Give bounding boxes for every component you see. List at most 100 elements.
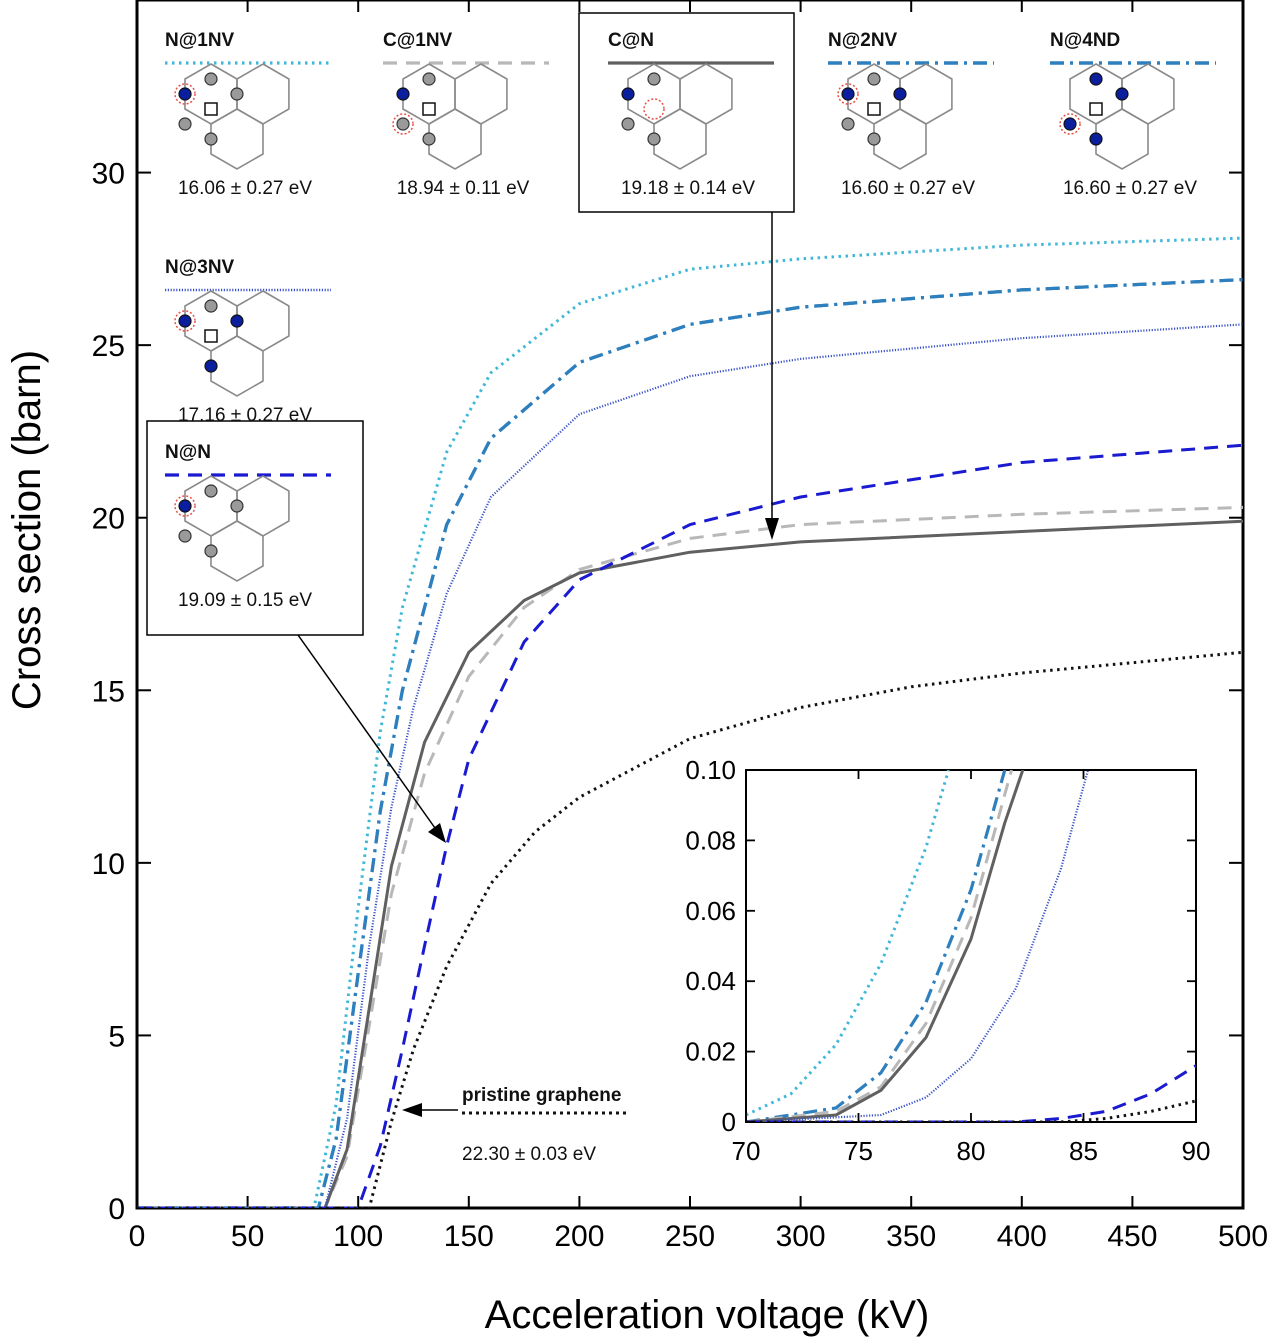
x-tick-label: 300: [776, 1220, 826, 1253]
nitrogen-atom: [1115, 87, 1129, 101]
structure-diagram-n-at-2nv: [837, 63, 953, 170]
displaced-atom-halo: [1059, 113, 1081, 135]
series-line-n-at-1nv: [137, 236, 1243, 1208]
legend-item-name: N@4ND: [1050, 30, 1120, 51]
pristine-label: pristine graphene: [462, 1085, 621, 1106]
hexagon-ring: [454, 63, 508, 125]
displaced-atom-halo: [837, 83, 859, 105]
legend-item-n-at-1nv: N@1NV 16.06 ± 0.27 eV: [165, 30, 331, 199]
displaced-atom-halo: [643, 98, 665, 120]
vacancy-marker: [204, 102, 218, 116]
nitrogen-atom: [230, 314, 244, 328]
legend-item-energy: 18.94 ± 0.11 eV: [397, 178, 530, 199]
series-line-c-at-1nv: [137, 505, 1243, 1208]
series-line-pristine-graphene: [137, 650, 1243, 1208]
main-curves: [137, 236, 1243, 1208]
n-at-n-arrowhead: [428, 823, 446, 843]
x-tick-label: 150: [444, 1220, 494, 1253]
carbon-atom: [647, 132, 661, 146]
carbon-atom: [204, 132, 218, 146]
series-line-c-at-n: [137, 519, 1243, 1208]
nitrogen-atom: [1089, 132, 1103, 146]
inset-x-tick-label: 75: [844, 1136, 873, 1166]
carbon-atom: [178, 117, 192, 131]
inset-frame: [745, 769, 1197, 1123]
series-line-n-at-n: [137, 443, 1243, 1208]
legend-frame-n-at-n: [146, 420, 364, 636]
inset-series-line-n-at-n: [746, 1064, 1196, 1122]
legend-item-name: N@2NV: [828, 30, 898, 51]
legend-item-n-at-3nv: N@3NV 17.16 ± 0.27 eV: [165, 257, 331, 426]
nitrogen-atom: [621, 87, 635, 101]
nitrogen-atom: [204, 359, 218, 373]
y-tick-label: 20: [92, 503, 125, 536]
legend-item-name: N@N: [165, 442, 211, 463]
nitrogen-atom: [178, 314, 192, 328]
inset-x-tick-label: 80: [957, 1136, 986, 1166]
structure-diagram-n-at-4nd: [1059, 63, 1175, 170]
x-axis-label: Acceleration voltage (kV): [485, 1293, 930, 1337]
inset-curves: [746, 770, 1196, 1122]
structure-legend: N@1NV 16.06 ± 0.27 eV C@1NV 18.94 ± 0.11 eV…: [165, 30, 1216, 611]
vacancy-marker: [204, 329, 218, 343]
hexagon-ring: [1095, 108, 1149, 170]
inset-axis-ticks: 70 75 80 85 90 0 0.02 0.04 0.06 0.08 0.10: [685, 755, 1210, 1166]
carbon-atom: [621, 117, 635, 131]
legend-item-n-at-4nd: N@4ND 16.60 ± 0.27 eV: [1050, 30, 1216, 199]
structure-diagram-n-at-n: [174, 475, 290, 582]
carbon-atom: [867, 72, 881, 86]
annotation-arrows: [297, 212, 779, 1117]
hexagon-ring: [428, 108, 482, 170]
inset-x-tick-label: 90: [1182, 1136, 1211, 1166]
main-axis-ticks: 0 50 100 150 200 250 300 350 400 450 5000510152025…: [92, 0, 1268, 1253]
hexagon-ring: [210, 520, 264, 582]
carbon-atom: [204, 72, 218, 86]
carbon-atom: [422, 72, 436, 86]
carbon-atom: [841, 117, 855, 131]
y-tick-label: 5: [108, 1020, 125, 1053]
carbon-atom: [178, 529, 192, 543]
y-tick-label: 10: [92, 848, 125, 881]
hexagon-ring: [873, 108, 927, 170]
y-tick-label: 25: [92, 330, 125, 363]
legend-item-energy: 19.18 ± 0.14 eV: [621, 178, 755, 199]
displaced-atom-halo: [174, 310, 196, 332]
x-tick-label: 0: [129, 1220, 146, 1253]
inset-series-line-pristine-graphene: [746, 1099, 1196, 1122]
legend-item-name: N@3NV: [165, 257, 235, 278]
inset-y-tick-label: 0.02: [685, 1037, 736, 1067]
hexagon-ring: [210, 335, 264, 397]
structure-diagram-n-at-3nv: [174, 290, 290, 397]
inset-y-tick-label: 0.04: [685, 966, 736, 996]
inset-y-tick-label: 0.08: [685, 825, 736, 855]
inset-series-line-n-at-3nv: [746, 770, 1090, 1122]
legend-item-energy: 17.16 ± 0.27 eV: [178, 405, 312, 426]
vacancy-marker: [422, 102, 436, 116]
hexagon-ring: [899, 63, 953, 125]
inset-y-tick-label: 0.10: [685, 755, 736, 785]
n-at-n-arrow: [297, 634, 436, 829]
x-tick-label: 50: [231, 1220, 264, 1253]
x-tick-label: 350: [886, 1220, 936, 1253]
x-tick-label: 250: [665, 1220, 715, 1253]
legend-item-name: C@1NV: [383, 30, 453, 51]
hexagon-ring: [653, 108, 707, 170]
inset-x-tick-label: 85: [1069, 1136, 1098, 1166]
legend-item-energy: 16.06 ± 0.27 eV: [178, 178, 312, 199]
series-line-n-at-4nd: [137, 278, 1243, 1208]
hexagon-ring: [1121, 63, 1175, 125]
legend-item-n-at-2nv: N@2NV 16.60 ± 0.27 eV: [828, 30, 994, 199]
nitrogen-atom: [178, 499, 192, 513]
carbon-atom: [422, 132, 436, 146]
carbon-atom: [204, 484, 218, 498]
nitrogen-atom: [1089, 72, 1103, 86]
carbon-atom: [230, 87, 244, 101]
inset-y-tick-label: 0.06: [685, 896, 736, 926]
nitrogen-atom: [893, 87, 907, 101]
y-axis-label: Cross section (barn): [5, 350, 49, 710]
carbon-atom: [204, 544, 218, 558]
legend-item-n-at-n: N@N 19.09 ± 0.15 eV: [165, 442, 331, 611]
x-tick-label: 500: [1218, 1220, 1268, 1253]
x-tick-label: 200: [554, 1220, 604, 1253]
pristine-arrowhead: [402, 1103, 422, 1117]
